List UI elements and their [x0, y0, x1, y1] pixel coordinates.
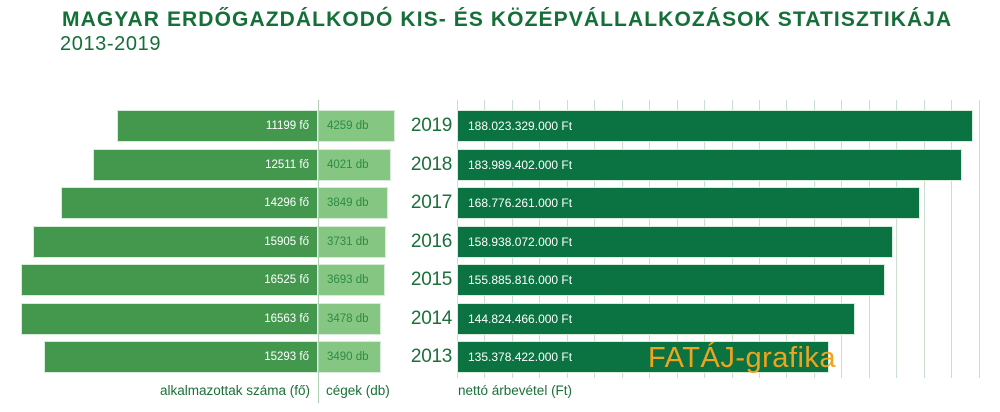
subtitle: 2013-2019 [60, 33, 162, 55]
employee-bar: 11199 fő [117, 110, 318, 142]
revenue-value-label: 155.885.816.000 Ft [468, 273, 573, 288]
companies-value-label: 3490 db [327, 351, 369, 364]
employee-bar: 16563 fő [20, 302, 318, 335]
employee-bar: 14296 fő [61, 187, 318, 220]
employee-value-label: 11199 fő [265, 120, 309, 132]
revenue-value-label: 158.938.072.000 Ft [468, 234, 573, 249]
year-label: 2017 [410, 192, 452, 214]
year-label: 2014 [410, 307, 452, 329]
revenue-bar: 188.023.329.000 Ft [457, 110, 974, 142]
revenue-value-label: 183.989.402.000 Ft [468, 157, 573, 172]
employee-value-label: 12511 fő [265, 158, 309, 171]
year-label: 2019 [410, 115, 452, 136]
companies-bar: 3731 db [318, 225, 386, 258]
employee-bar: 15905 fő [32, 225, 318, 258]
companies-value-label: 3849 db [327, 197, 369, 210]
revenue-value-label: 144.824.466.000 Ft [468, 311, 573, 326]
companies-bar: 3490 db [318, 341, 382, 374]
employee-value-label: 14296 fő [264, 197, 309, 210]
companies-value-label: 4021 db [327, 158, 369, 171]
year-label: 2018 [410, 153, 452, 175]
grid-line [896, 100, 898, 378]
companies-value-label: 3731 db [327, 235, 369, 248]
axis-label-revenue: nettó árbevétel (Ft) [458, 383, 573, 398]
companies-value-label: 3693 db [327, 274, 369, 287]
axis-label-companies: cégek (db) [326, 383, 390, 398]
axis-divider [317, 100, 319, 403]
revenue-bar: 168.776.261.000 Ft [457, 187, 921, 220]
companies-bar: 4021 db [318, 148, 391, 181]
companies-bar: 4259 db [318, 110, 396, 142]
page-title: MAGYAR ERDŐGAZDÁLKODÓ KIS- ÉS KÖZÉPVÁLLA… [62, 8, 953, 31]
year-label: 2013 [410, 346, 452, 368]
revenue-value-label: 135.378.422.000 Ft [468, 350, 573, 365]
axis-label-employees: alkalmazottak száma (fő) [159, 383, 310, 398]
companies-bar: 3849 db [318, 187, 388, 220]
watermark: FATÁJ-grafika [648, 342, 837, 374]
employee-bar: 16525 fő [21, 264, 318, 297]
year-label: 2016 [410, 230, 452, 252]
employee-bar: 15293 fő [43, 341, 318, 374]
employee-value-label: 16525 fő [264, 274, 309, 287]
companies-value-label: 3478 db [327, 312, 369, 325]
revenue-bar: 155.885.816.000 Ft [457, 264, 885, 297]
companies-bar: 3693 db [318, 264, 385, 297]
revenue-bar: 135.378.422.000 Ft [457, 341, 829, 374]
revenue-value-label: 168.776.261.000 Ft [468, 196, 573, 211]
year-label: 2015 [410, 269, 452, 291]
employee-bar: 12511 fő [93, 148, 318, 181]
revenue-bar: 144.824.466.000 Ft [457, 302, 855, 335]
companies-bar: 3478 db [318, 302, 381, 335]
grid-line [951, 100, 953, 378]
revenue-bar: 158.938.072.000 Ft [457, 225, 894, 258]
grid-line [923, 100, 925, 378]
grid-line [978, 100, 980, 378]
revenue-bar: 183.989.402.000 Ft [457, 148, 963, 181]
employee-value-label: 15293 fő [264, 351, 309, 364]
revenue-value-label: 188.023.329.000 Ft [468, 119, 573, 133]
employee-value-label: 15905 fő [264, 235, 309, 248]
employee-value-label: 16563 fő [264, 312, 309, 325]
companies-value-label: 4259 db [327, 120, 369, 132]
